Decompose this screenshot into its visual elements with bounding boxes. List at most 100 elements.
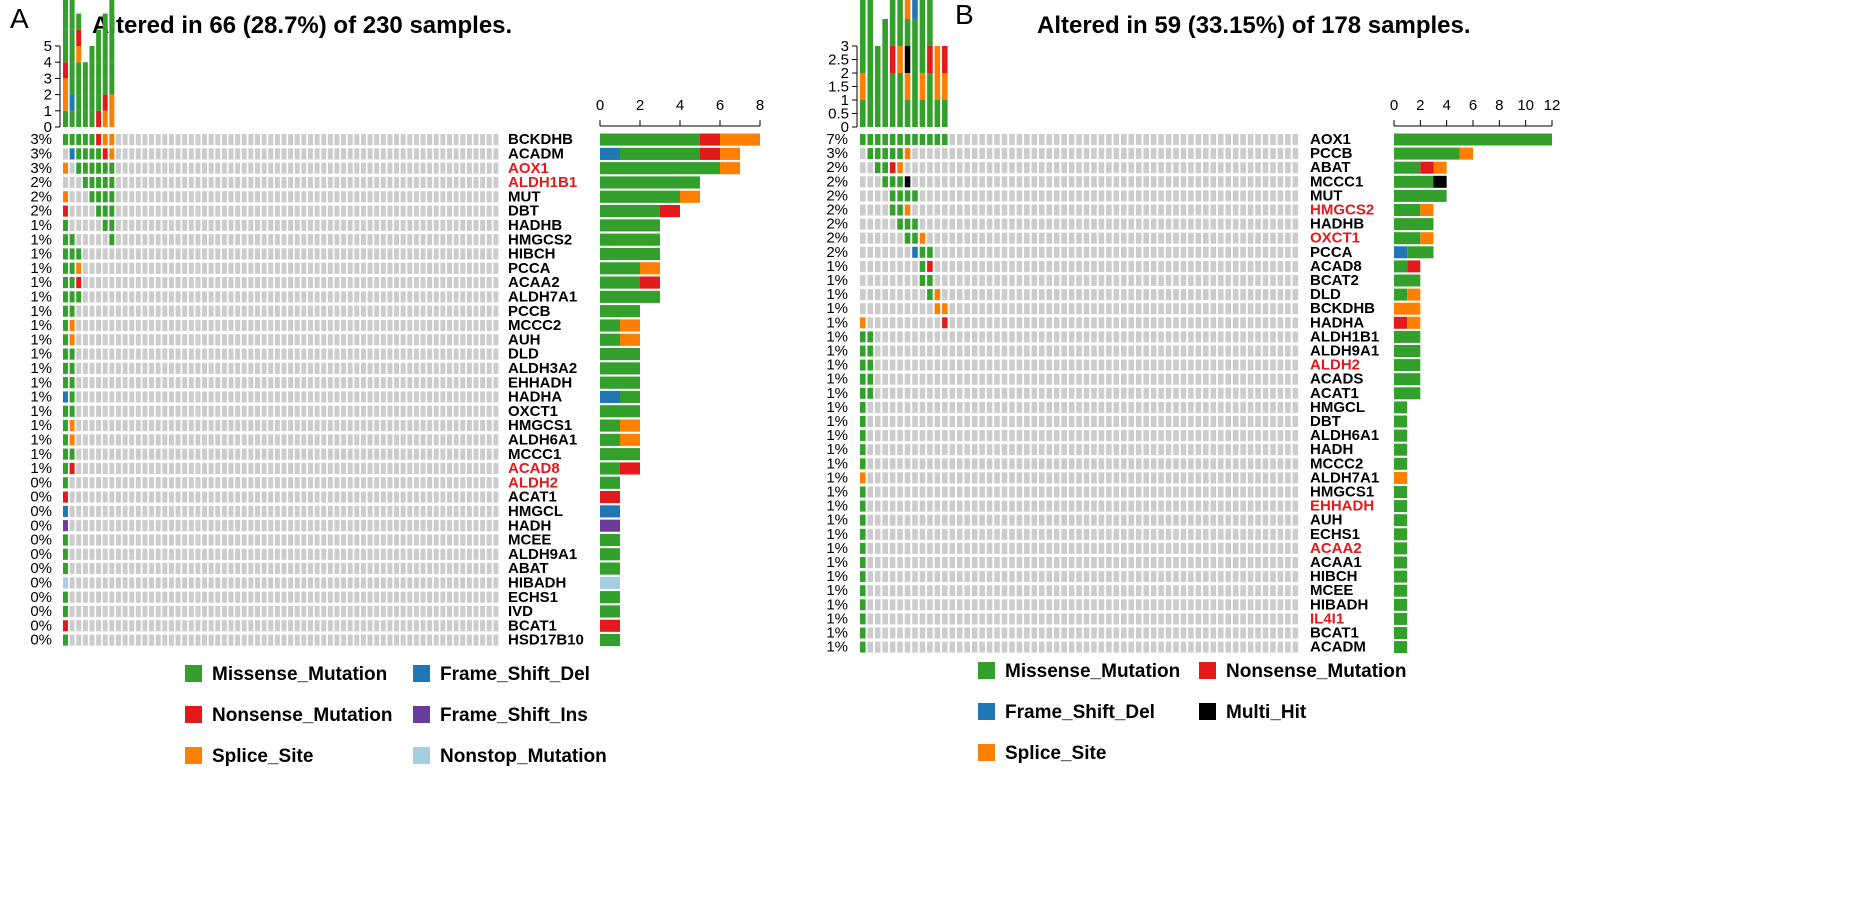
cell-empty xyxy=(82,620,88,632)
cell-empty xyxy=(1046,542,1053,554)
cell-empty xyxy=(493,234,499,246)
cell-empty xyxy=(1232,542,1239,554)
cell-empty xyxy=(1285,514,1291,526)
cell-empty xyxy=(354,563,360,575)
cell-empty xyxy=(221,234,227,246)
cell-empty xyxy=(374,548,380,560)
cell-empty xyxy=(255,548,260,560)
cell-empty xyxy=(1038,571,1045,583)
cell-empty xyxy=(341,219,347,231)
cell-empty xyxy=(228,448,234,460)
cell-empty xyxy=(241,291,247,303)
cell-empty xyxy=(228,319,234,332)
cell-empty xyxy=(979,571,985,583)
cell-empty xyxy=(294,548,300,560)
cell-empty xyxy=(979,331,985,343)
cell-empty xyxy=(202,262,208,274)
cell-empty xyxy=(347,319,353,332)
cell-empty xyxy=(971,331,978,343)
cell-empty xyxy=(420,176,426,189)
cell-empty xyxy=(1083,416,1090,427)
cell-empty xyxy=(162,205,168,217)
cell-empty xyxy=(268,377,274,389)
cell-empty xyxy=(1068,134,1075,145)
cell-empty xyxy=(1150,204,1157,216)
cell-empty xyxy=(1053,571,1060,583)
cell-empty xyxy=(1255,204,1261,216)
cell-empty xyxy=(1150,289,1157,301)
cell-empty xyxy=(1106,275,1112,286)
cell-empty xyxy=(327,591,333,603)
cell-empty xyxy=(248,491,254,503)
cell-nonsense-mutation xyxy=(889,162,896,174)
cell-empty xyxy=(1068,528,1075,540)
burden-bar-splice-site xyxy=(860,73,866,100)
cell-empty xyxy=(1031,345,1038,357)
cell-empty xyxy=(307,477,313,489)
cell-empty xyxy=(347,362,353,374)
cell-empty xyxy=(1031,162,1038,174)
cell-empty xyxy=(1121,557,1127,568)
cell-empty xyxy=(1255,401,1261,413)
cell-empty xyxy=(1031,260,1038,272)
cell-empty xyxy=(964,627,970,639)
burden-bar-missense-mutation xyxy=(96,94,102,111)
cell-empty xyxy=(228,477,234,489)
cell-empty xyxy=(1180,430,1187,442)
cell-empty xyxy=(420,477,426,489)
cell-empty xyxy=(202,162,208,174)
cell-empty xyxy=(321,620,327,632)
cell-empty xyxy=(1024,557,1030,568)
cell-empty xyxy=(334,148,340,160)
cell-empty xyxy=(255,234,260,246)
cell-empty xyxy=(1031,148,1038,160)
cell-empty xyxy=(241,377,247,389)
cell-empty xyxy=(453,305,459,317)
cell-empty xyxy=(1038,232,1045,244)
cell-empty xyxy=(904,303,911,315)
gene-bar-splice-site xyxy=(620,419,640,432)
cell-empty xyxy=(1180,472,1187,484)
cell-empty xyxy=(248,234,254,246)
gene-bar-axis-tick-label: 4 xyxy=(676,97,684,114)
gene-bar-missense-mutation xyxy=(1394,133,1552,146)
cell-empty xyxy=(1046,472,1053,484)
cell-empty xyxy=(460,534,466,546)
cell-empty xyxy=(202,176,208,189)
cell-empty xyxy=(427,319,433,332)
cell-empty xyxy=(453,491,459,503)
cell-empty xyxy=(949,472,956,484)
cell-empty xyxy=(1270,232,1276,244)
cell-empty xyxy=(1158,303,1164,315)
cell-empty xyxy=(1240,557,1246,568)
cell-empty xyxy=(1061,486,1067,498)
cell-empty xyxy=(1113,627,1120,639)
cell-empty xyxy=(480,591,486,603)
cell-empty xyxy=(129,262,135,274)
cell-empty xyxy=(188,319,194,332)
cell-empty xyxy=(1165,387,1172,399)
cell-empty xyxy=(188,434,194,446)
gene-percent-label: 1% xyxy=(30,460,52,477)
cell-empty xyxy=(307,348,313,360)
cell-empty xyxy=(168,291,174,303)
cell-empty xyxy=(440,262,446,274)
cell-empty xyxy=(1091,571,1097,583)
cell-empty xyxy=(927,444,933,456)
gene-bar-missense-mutation xyxy=(1394,627,1408,639)
cell-empty xyxy=(248,348,254,360)
cell-empty xyxy=(129,219,135,231)
cell-empty xyxy=(1046,430,1053,442)
cell-empty xyxy=(407,577,413,589)
cell-empty xyxy=(994,641,1000,653)
gene-bar-missense-mutation xyxy=(600,591,620,604)
cell-empty xyxy=(387,248,393,260)
cell-empty xyxy=(175,405,181,417)
cell-empty xyxy=(942,416,948,427)
cell-empty xyxy=(142,434,148,446)
cell-empty xyxy=(1135,148,1142,160)
cell-empty xyxy=(155,248,161,260)
cell-empty xyxy=(1128,500,1135,512)
cell-empty xyxy=(1046,232,1053,244)
gene-name-label: EHHADH xyxy=(508,374,572,391)
